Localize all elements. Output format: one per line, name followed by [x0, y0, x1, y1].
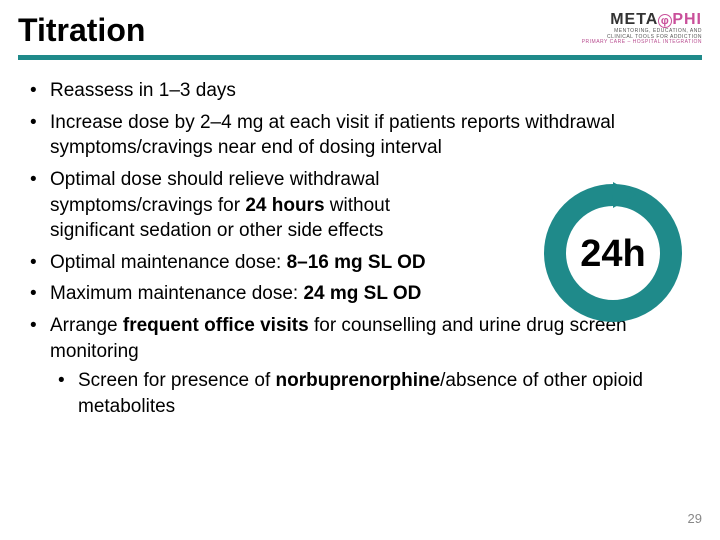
list-item: Screen for presence of norbuprenorphine/…	[50, 368, 698, 419]
bullet-text: Reassess in 1–3 days	[50, 80, 236, 101]
bullet-bold: frequent office visits	[123, 315, 309, 336]
bullet-text: Increase dose by 2–4 mg at each visit if…	[50, 112, 615, 159]
brand-logo: METAφPHI MENTORING, EDUCATION, AND CLINI…	[582, 12, 702, 45]
clock-badge: 24h	[538, 178, 688, 328]
bullet-text: Optimal maintenance dose:	[50, 252, 287, 273]
page-number: 29	[688, 511, 702, 526]
list-item: Arrange frequent office visits for couns…	[22, 313, 698, 420]
bullet-text: Screen for presence of	[78, 370, 276, 391]
logo-text-meta: META	[610, 11, 658, 28]
bullet-bold: 24 mg SL OD	[303, 283, 421, 304]
bullet-text: Arrange	[50, 315, 123, 336]
logo-subtitle-3: PRIMARY CARE – HOSPITAL INTEGRATION	[582, 40, 702, 45]
bullet-text: Maximum maintenance dose:	[50, 283, 303, 304]
sub-list: Screen for presence of norbuprenorphine/…	[50, 368, 698, 419]
phi-icon: φ	[658, 14, 672, 28]
badge-label: 24h	[580, 233, 645, 275]
bullet-bold: 24 hours	[245, 195, 324, 216]
bullet-bold: norbuprenorphine	[276, 370, 441, 391]
list-item: Reassess in 1–3 days	[22, 78, 698, 104]
logo-text-phi: PHI	[672, 11, 702, 28]
cycle-arrow-icon: 24h	[538, 178, 688, 328]
bullet-bold: 8–16 mg SL OD	[287, 252, 426, 273]
page-title: Titration	[18, 12, 145, 49]
list-item: Increase dose by 2–4 mg at each visit if…	[22, 110, 698, 161]
